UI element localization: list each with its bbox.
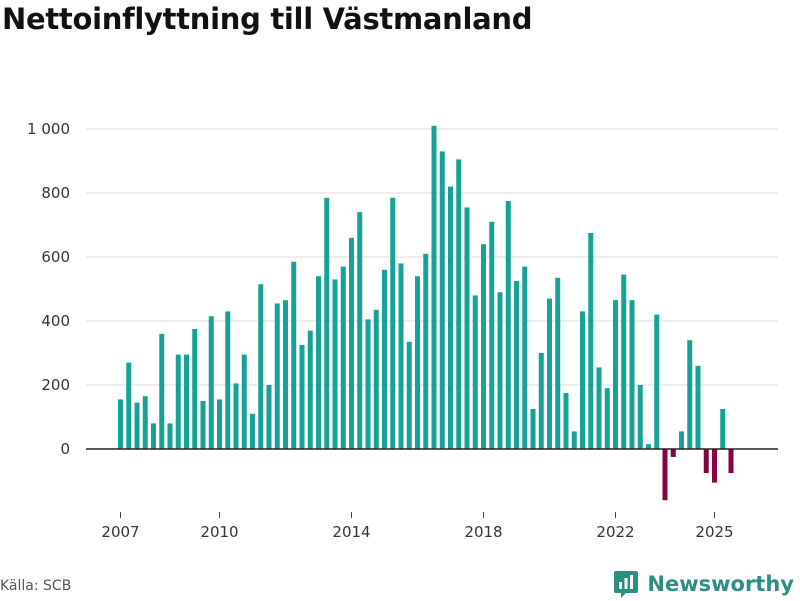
bar [233, 383, 239, 449]
bar [332, 279, 338, 449]
bar [340, 266, 346, 449]
y-tick-label: 0 [60, 440, 70, 458]
bar [357, 212, 363, 449]
bar [291, 261, 297, 449]
bar [159, 333, 165, 449]
bar [274, 303, 280, 449]
bar [687, 340, 693, 449]
bar [439, 151, 445, 449]
bar [522, 266, 528, 449]
bar [398, 263, 404, 449]
bar [365, 319, 371, 449]
bar [431, 125, 437, 450]
bar [662, 449, 668, 501]
y-axis-ticks: 0 200 400 600 800 1 000 [27, 120, 70, 458]
bar [349, 237, 354, 449]
bar [646, 444, 651, 449]
bar [621, 274, 627, 449]
bar [563, 393, 569, 449]
bar [134, 402, 140, 449]
bar [670, 449, 676, 457]
chart-title: Nettoinflyttning till Västmanland [2, 2, 533, 36]
bar [571, 431, 577, 449]
bar [629, 300, 635, 449]
bar [712, 449, 717, 483]
bar [175, 354, 181, 449]
bars [118, 125, 734, 501]
bar [324, 197, 330, 449]
bar [489, 221, 495, 449]
bar [151, 423, 156, 449]
bar [464, 207, 470, 449]
bar [258, 284, 264, 449]
bar [118, 399, 123, 449]
bar [456, 159, 462, 449]
bar [637, 385, 643, 449]
bar [382, 269, 387, 449]
x-tick-label: 2022 [596, 523, 634, 541]
y-tick-label: 800 [41, 184, 70, 202]
y-tick-label: 200 [41, 376, 70, 394]
y-tick-label: 600 [41, 248, 70, 266]
bar [266, 385, 272, 449]
x-tick-label: 2014 [332, 523, 370, 541]
bar [142, 396, 148, 449]
newsworthy-logo-icon [614, 571, 639, 598]
bar [720, 409, 726, 449]
bar [192, 329, 198, 449]
bar [596, 367, 602, 449]
bar [241, 354, 247, 449]
bar [580, 311, 585, 449]
bar [390, 197, 396, 449]
newsworthy-logo[interactable]: Newsworthy [613, 567, 794, 601]
bar [538, 353, 544, 449]
bar [448, 186, 453, 449]
bar [497, 292, 503, 449]
bar [415, 276, 420, 449]
bar [316, 276, 321, 449]
bar [514, 281, 519, 449]
x-tick-label: 2025 [695, 523, 733, 541]
x-tick-label: 2007 [101, 523, 139, 541]
bar [547, 298, 552, 449]
newsworthy-logo-text: Newsworthy [647, 572, 794, 596]
bar [423, 253, 429, 449]
bar [184, 354, 189, 449]
bar [208, 316, 214, 449]
bar [588, 233, 594, 449]
bar [373, 309, 379, 449]
bar [406, 341, 412, 449]
bar [126, 362, 132, 449]
bar [250, 413, 255, 449]
bar [283, 300, 288, 449]
bar [307, 330, 313, 449]
bar [679, 431, 684, 449]
x-tick-label: 2010 [200, 523, 238, 541]
source-note: Källa: SCB [0, 578, 72, 594]
bar [200, 401, 206, 449]
bar [695, 365, 701, 449]
bar [481, 244, 486, 449]
bar [530, 409, 536, 449]
x-axis-ticks: 2007 2010 2014 2018 2022 2025 [101, 512, 734, 541]
bar [604, 388, 610, 449]
bar [555, 277, 561, 449]
y-tick-label: 400 [41, 312, 70, 330]
y-tick-label: 1 000 [27, 120, 70, 138]
bar [225, 311, 231, 449]
bar [167, 423, 173, 449]
bar [654, 314, 660, 449]
x-tick-label: 2018 [464, 523, 502, 541]
bar [703, 449, 709, 473]
bar [728, 449, 734, 473]
bar [299, 345, 305, 449]
bar [505, 201, 511, 449]
bar [613, 300, 618, 449]
bar [472, 295, 478, 449]
bar [217, 399, 222, 449]
